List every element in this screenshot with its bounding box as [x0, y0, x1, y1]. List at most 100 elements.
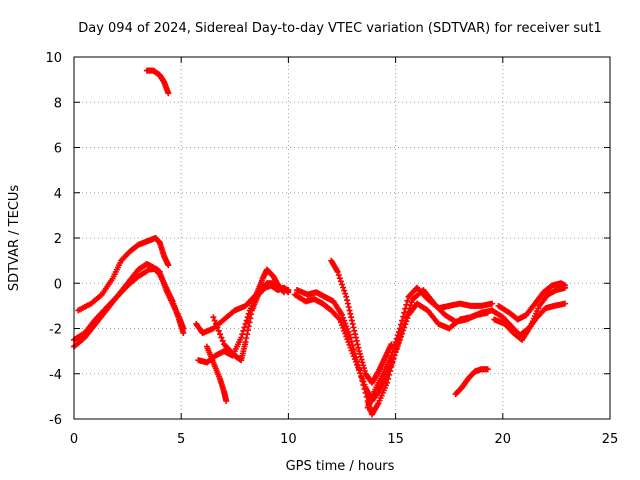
data-points [71, 67, 568, 418]
data-point-marker [245, 323, 252, 330]
y-tick-label: 6 [54, 142, 62, 157]
data-point-marker [342, 320, 349, 327]
data-point-marker [348, 338, 355, 345]
x-axis-label: GPS time / hours [286, 459, 395, 474]
y-tick-label: -4 [49, 368, 62, 383]
x-tick-label: 5 [177, 432, 185, 447]
data-point-marker [348, 314, 355, 321]
data-point-marker [337, 319, 344, 326]
data-point-marker [393, 335, 400, 342]
data-point-marker [246, 319, 253, 326]
data-point-marker [218, 334, 225, 341]
data-point-marker [242, 339, 249, 346]
data-point-marker [341, 327, 348, 334]
data-point-marker [350, 324, 357, 331]
data-point-marker [344, 336, 351, 343]
data-point-marker [391, 342, 398, 349]
data-point-marker [355, 344, 362, 351]
data-point-marker [484, 309, 491, 316]
x-tick-label: 10 [280, 432, 297, 447]
data-point-marker [213, 320, 220, 327]
data-point-marker [386, 371, 393, 378]
y-tick-label: 4 [54, 187, 62, 202]
data-point-marker [241, 324, 248, 331]
data-point-marker [165, 262, 172, 269]
data-point-marker [341, 317, 348, 324]
data-point-marker [340, 314, 347, 321]
x-tick-label: 20 [495, 432, 512, 447]
data-point-marker [356, 366, 363, 373]
data-point-marker [359, 378, 366, 385]
data-point-marker [344, 297, 351, 304]
series-track-16 [495, 280, 568, 323]
series-track-11 [328, 257, 395, 386]
data-point-marker [399, 317, 406, 324]
series-track-2 [71, 261, 187, 350]
data-point-marker [211, 317, 218, 324]
data-point-marker [335, 272, 342, 279]
data-point-marker [388, 363, 395, 370]
data-point-marker [343, 293, 350, 300]
data-point-marker [352, 334, 359, 341]
data-point-marker [351, 327, 358, 334]
data-point-marker [244, 331, 251, 338]
data-point-marker [358, 356, 365, 363]
data-point-marker [215, 327, 222, 334]
data-point-marker [349, 342, 356, 349]
data-point-marker [342, 330, 349, 337]
data-point-marker [340, 284, 347, 291]
data-point-marker [349, 320, 356, 327]
data-point-marker [351, 350, 358, 357]
data-point-marker [217, 331, 224, 338]
data-point-marker [244, 327, 251, 334]
data-point-marker [385, 375, 392, 382]
y-tick-label: 10 [45, 51, 62, 66]
series-track-7 [203, 343, 230, 404]
series-track-5 [193, 266, 292, 337]
y-tick-label: -6 [49, 413, 62, 428]
data-point-marker [343, 333, 350, 340]
data-point-marker [344, 326, 351, 333]
data-point-marker [346, 331, 353, 338]
data-point-marker [345, 328, 352, 335]
data-point-marker [285, 289, 292, 296]
data-point-marker [388, 341, 395, 348]
data-point-marker [219, 337, 226, 344]
data-point-marker [397, 321, 404, 328]
data-point-marker [334, 268, 341, 275]
data-point-marker [387, 367, 394, 374]
data-point-marker [392, 339, 399, 346]
data-point-marker [340, 324, 347, 331]
data-point-marker [394, 332, 401, 339]
data-point-marker [210, 314, 217, 321]
data-point-marker [336, 316, 343, 323]
data-point-marker [363, 393, 370, 400]
data-point-marker [484, 366, 491, 373]
data-point-marker [389, 349, 396, 356]
x-tick-label: 25 [602, 432, 619, 447]
series-track-10 [293, 287, 491, 418]
data-point-marker [489, 300, 496, 307]
data-point-marker [561, 282, 568, 289]
data-point-marker [361, 367, 368, 374]
data-point-marker [403, 301, 410, 308]
data-point-marker [356, 350, 363, 357]
data-point-marker [360, 362, 367, 369]
data-point-marker [384, 379, 391, 386]
data-point-marker [344, 300, 351, 307]
data-point-marker [354, 341, 361, 348]
data-point-marker [561, 300, 568, 307]
data-point-marker [404, 297, 411, 304]
data-point-marker [361, 386, 368, 393]
data-point-marker [346, 307, 353, 314]
y-axis-label: SDTVAR / TECUs [7, 185, 22, 292]
data-point-marker [362, 389, 369, 396]
data-point-marker [243, 335, 250, 342]
data-point-marker [352, 331, 359, 338]
data-point-marker [341, 287, 348, 294]
data-point-marker [354, 358, 361, 365]
series-track-12 [364, 284, 496, 411]
data-point-marker [390, 345, 397, 352]
data-point-marker [339, 311, 345, 318]
data-point-marker [348, 317, 355, 324]
